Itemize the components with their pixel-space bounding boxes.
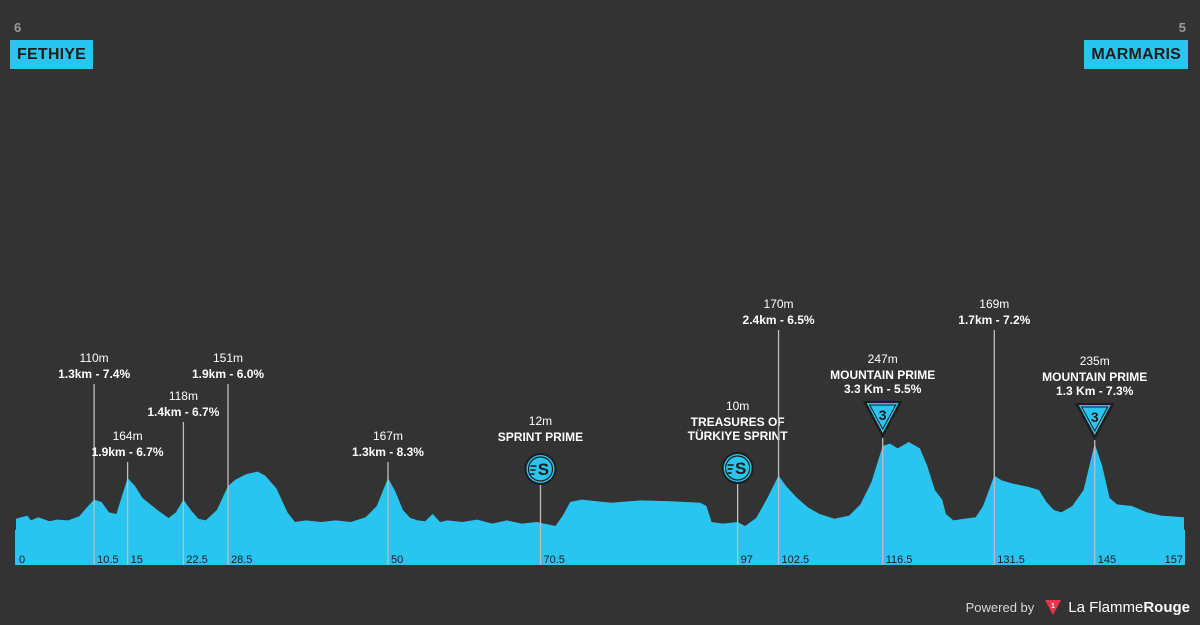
start-stage-number: 6 bbox=[14, 20, 22, 35]
brand-name-part2: Rouge bbox=[1143, 598, 1190, 616]
annotation-km-50: 167m 1.3km - 8.3% bbox=[352, 429, 424, 565]
finish-town-label: MARMARIS bbox=[1084, 40, 1188, 69]
annotation-altitude: 235m bbox=[1080, 354, 1110, 368]
kom-category-number: 3 bbox=[1091, 409, 1099, 425]
distance-tick-label: 22.5 bbox=[186, 554, 207, 566]
annotation-detail: 1.9km - 6.0% bbox=[192, 367, 264, 381]
distance-tick-label: 28.5 bbox=[231, 554, 252, 566]
annotation-detail: SPRINT PRIME bbox=[498, 430, 583, 444]
annotation-altitude: 118m bbox=[169, 389, 198, 403]
annotation-km-15: 164m 1.9km - 6.7% bbox=[92, 429, 164, 565]
annotation-altitude: 170m bbox=[764, 297, 794, 311]
elevation-profile-area bbox=[16, 442, 1184, 530]
profile-baseband bbox=[15, 530, 1185, 565]
annotation-km-10-5: 110m 1.3km - 7.4% bbox=[58, 351, 130, 565]
annotation-detail: 1.3 Km - 7.3% bbox=[1056, 384, 1134, 398]
annotation-altitude: 164m bbox=[113, 429, 143, 443]
distance-tick-label: 50 bbox=[391, 554, 403, 566]
powered-by-footer: Powered by 1 La Flamme Rouge bbox=[966, 598, 1190, 616]
kom-cat3-icon: 3 bbox=[862, 401, 903, 438]
annotation-km-131-5: 169m 1.7km - 7.2% bbox=[958, 297, 1031, 565]
annotation-km-28-5: 151m 1.9km - 6.0% bbox=[192, 351, 264, 565]
sprint-icon: S bbox=[721, 452, 754, 484]
annotation-km-102-5: 170m 2.4km - 6.5% bbox=[743, 297, 815, 565]
kom-category-number: 3 bbox=[879, 407, 887, 423]
kom-cat3-icon: 3 bbox=[1074, 403, 1115, 440]
annotation-detail: MOUNTAIN PRIME bbox=[830, 368, 935, 382]
svg-text:S: S bbox=[735, 459, 746, 478]
sprint-icon: S bbox=[524, 453, 557, 485]
annotation-detail: 1.4km - 6.7% bbox=[147, 405, 219, 419]
annotation-detail: 1.3km - 7.4% bbox=[58, 367, 130, 381]
annotation-altitude: 10m bbox=[726, 399, 749, 413]
annotation-detail: 1.7km - 7.2% bbox=[958, 313, 1030, 327]
svg-text:1: 1 bbox=[1051, 603, 1055, 610]
distance-tick-label: 70.5 bbox=[543, 554, 564, 566]
distance-tick-label: 97 bbox=[741, 554, 753, 566]
annotation-altitude: 110m bbox=[80, 351, 109, 365]
annotation-detail: 3.3 Km - 5.5% bbox=[844, 382, 922, 396]
distance-tick-label: 15 bbox=[131, 554, 143, 566]
annotation-detail: TREASURES OF bbox=[691, 415, 785, 429]
annotation-detail: 2.4km - 6.5% bbox=[743, 313, 815, 327]
annotation-km-70-5: 12m SPRINT PRIME S bbox=[498, 414, 583, 565]
svg-text:S: S bbox=[538, 460, 549, 479]
annotation-altitude: 247m bbox=[868, 352, 898, 366]
annotation-altitude: 169m bbox=[979, 297, 1009, 311]
powered-by-text: Powered by bbox=[965, 599, 1035, 615]
la-flamme-rouge-logo-icon: 1 bbox=[1045, 600, 1062, 615]
brand-name-part1: La Flamme bbox=[1068, 598, 1144, 616]
distance-tick-label: 116.5 bbox=[886, 554, 913, 566]
distance-tick-label: 10.5 bbox=[97, 554, 118, 566]
annotation-detail: 1.9km - 6.7% bbox=[92, 445, 164, 459]
annotation-km-22-5: 118m 1.4km - 6.7% bbox=[147, 389, 220, 565]
annotation-detail: TÜRKIYE SPRINT bbox=[688, 428, 789, 443]
distance-tick-label: 0 bbox=[19, 554, 25, 566]
annotation-detail: MOUNTAIN PRIME bbox=[1042, 370, 1147, 384]
annotation-altitude: 151m bbox=[213, 351, 243, 365]
distance-tick-label: 157 bbox=[1165, 554, 1183, 566]
annotation-altitude: 167m bbox=[373, 429, 403, 443]
distance-tick-label: 102.5 bbox=[782, 554, 810, 566]
annotation-altitude: 12m bbox=[529, 414, 552, 428]
distance-tick-label: 131.5 bbox=[997, 554, 1025, 566]
finish-stage-number: 5 bbox=[1178, 20, 1186, 35]
annotation-detail: 1.3km - 8.3% bbox=[352, 445, 424, 459]
start-town-label: FETHIYE bbox=[10, 40, 93, 69]
distance-tick-label: 145 bbox=[1098, 554, 1116, 566]
